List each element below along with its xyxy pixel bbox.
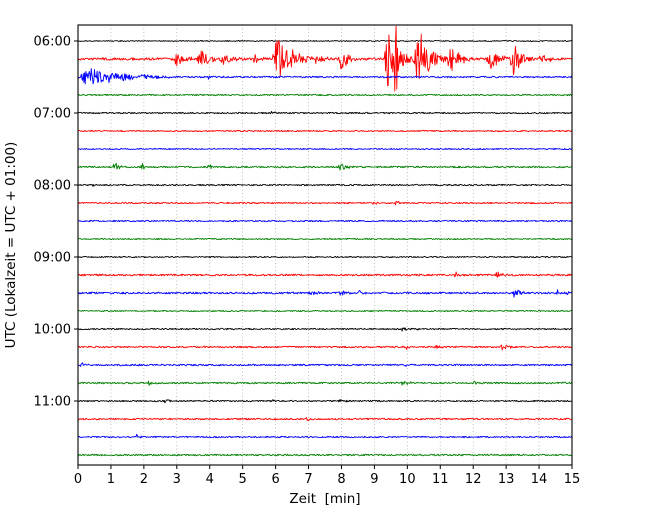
trace-0830 [77,219,573,223]
trace-0915 [77,271,573,278]
y-tick-labels: 06:00 07:00 08:00 09:00 10:00 11:00 [34,35,71,410]
trace-0930 [77,289,573,298]
plot-border [77,24,573,466]
svg-text:10:00: 10:00 [34,323,71,338]
trace-0600 [77,40,573,42]
trace-1015 [77,344,573,351]
trace-0745 [77,162,573,171]
trace-0630 [77,68,573,85]
trace-0845 [77,237,573,241]
seismic-traces [77,25,573,457]
svg-text:1: 1 [107,472,115,487]
x-ticks [77,465,573,469]
trace-0730 [77,147,573,151]
svg-text:4: 4 [206,472,214,487]
svg-text:9: 9 [370,472,378,487]
trace-1000 [77,327,573,332]
svg-text:2: 2 [140,472,148,487]
trace-1100 [77,398,573,404]
trace-0945 [77,309,573,313]
y-axis-label: UTC (Lokalzeit = UTC + 01:00) [3,142,19,349]
svg-text:11:00: 11:00 [34,395,71,410]
y-ticks [74,40,78,402]
svg-text:12: 12 [465,472,482,487]
trace-0615 [77,25,573,92]
gridlines [77,25,573,465]
trace-0815 [77,201,573,206]
trace-1030 [77,362,573,367]
trace-0645 [77,93,573,97]
svg-text:6: 6 [271,472,279,487]
svg-text:09:00: 09:00 [34,251,71,266]
trace-0900 [77,255,573,259]
svg-text:11: 11 [432,472,449,487]
svg-text:15: 15 [564,472,581,487]
x-axis-label: Zeit [min] [289,491,360,507]
svg-text:06:00: 06:00 [34,35,71,50]
svg-text:5: 5 [239,472,247,487]
svg-text:14: 14 [531,472,548,487]
svg-text:07:00: 07:00 [34,107,71,122]
svg-text:13: 13 [498,472,515,487]
svg-text:0: 0 [74,472,82,487]
svg-text:10: 10 [399,472,416,487]
svg-text:8: 8 [337,472,345,487]
svg-text:08:00: 08:00 [34,179,71,194]
svg-text:7: 7 [304,472,312,487]
trace-0800 [77,183,573,187]
trace-1045 [77,380,573,386]
trace-0700 [77,110,573,115]
trace-1115 [77,417,573,421]
svg-text:3: 3 [173,472,181,487]
trace-1145 [77,453,573,457]
trace-0715 [77,129,573,133]
trace-1130 [77,433,573,439]
x-tick-labels: 0 1 2 3 4 5 6 7 8 9 10 11 12 13 14 15 [74,472,580,487]
